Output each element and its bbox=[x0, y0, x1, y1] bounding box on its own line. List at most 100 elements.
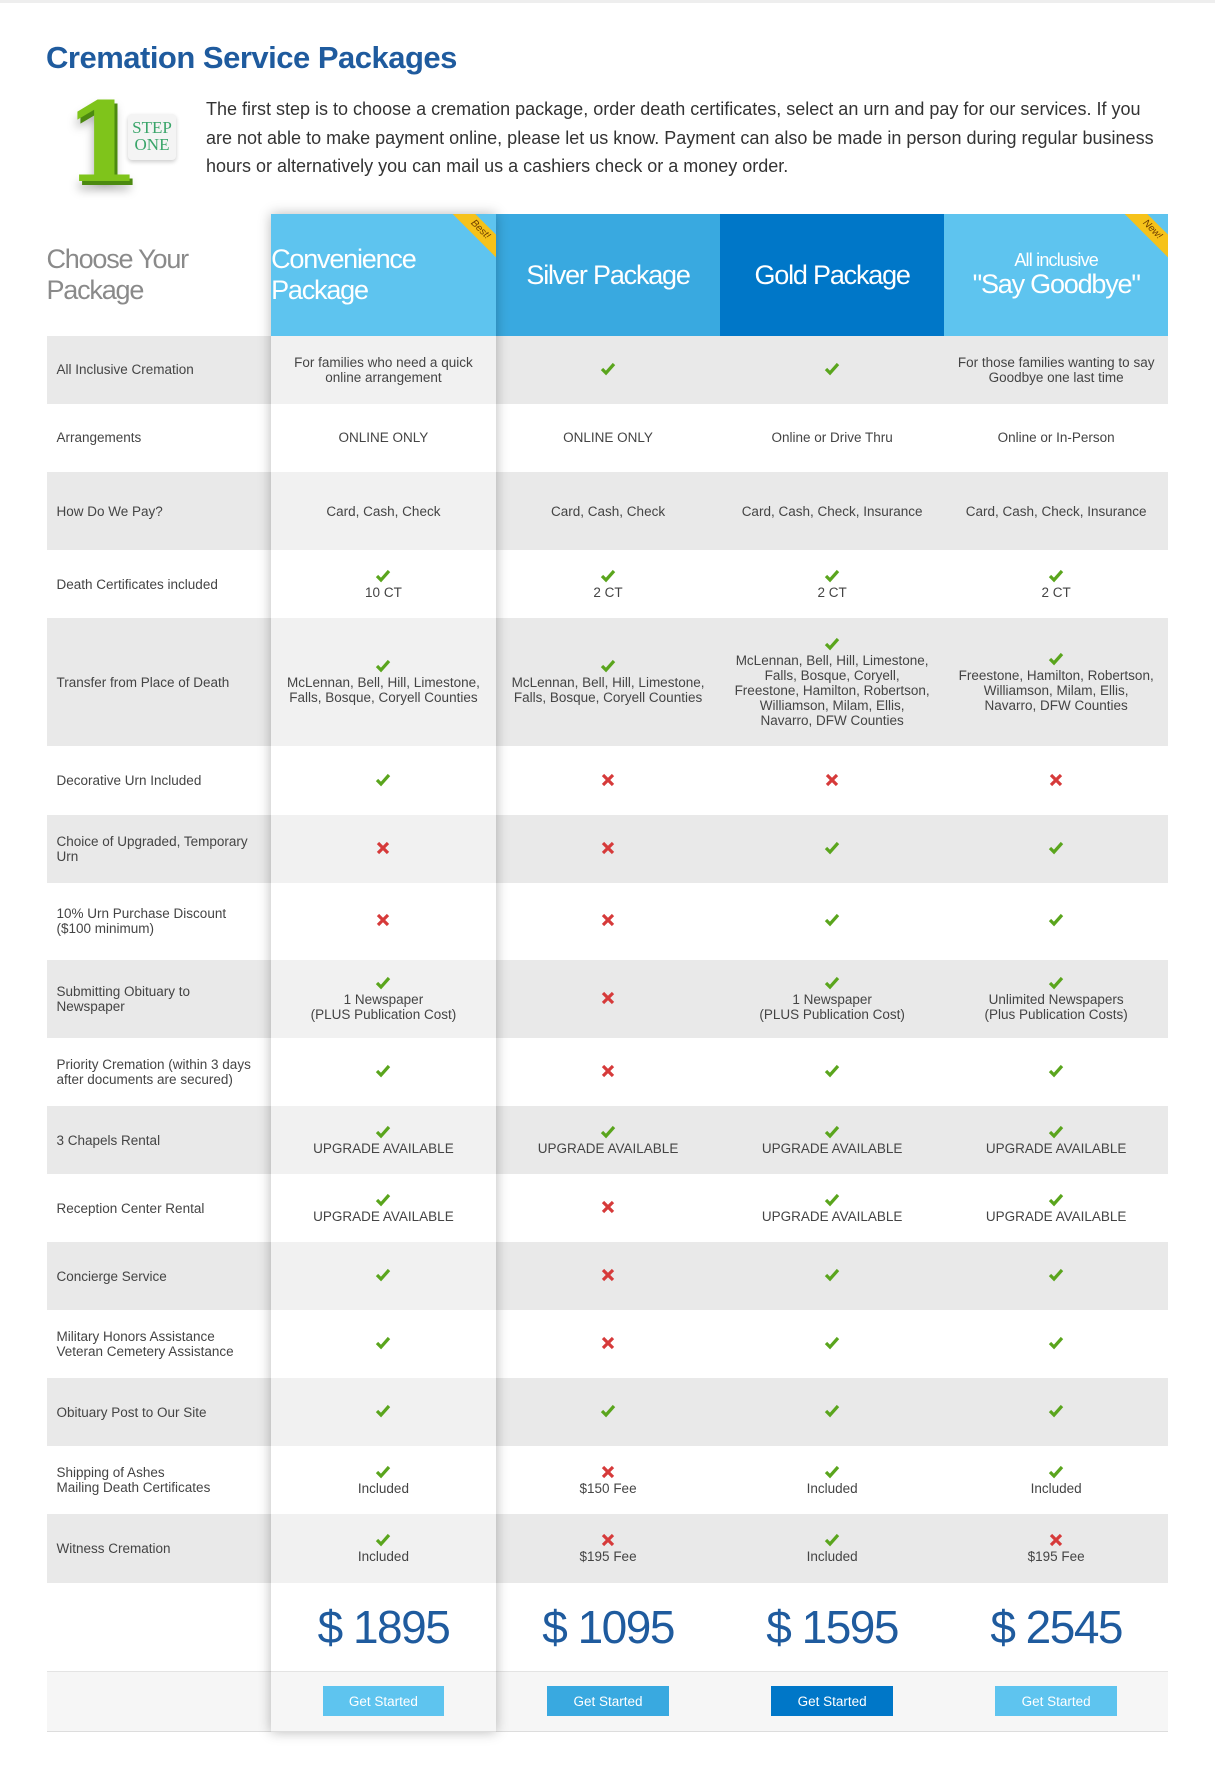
step-number: 1 bbox=[64, 78, 141, 207]
badge: New! bbox=[1118, 214, 1169, 265]
check-icon bbox=[376, 773, 391, 786]
table-cell bbox=[495, 882, 721, 960]
cell-text: ONLINE ONLY bbox=[563, 430, 653, 446]
get-started-button[interactable]: Get Started bbox=[771, 1685, 893, 1717]
cell-text: Included bbox=[357, 1549, 409, 1565]
column-header: Silver Package bbox=[495, 214, 721, 336]
table-cell: Freestone, Hamilton, Robertson, Williams… bbox=[943, 618, 1169, 747]
table-cell bbox=[943, 746, 1169, 815]
price-row-label bbox=[46, 1582, 272, 1672]
cross-icon bbox=[1050, 773, 1063, 786]
row-label: Arrangements bbox=[46, 403, 272, 472]
table-cell bbox=[271, 882, 496, 960]
row-label: Transfer from Place of Death bbox=[46, 618, 272, 747]
check-icon bbox=[1049, 1337, 1064, 1350]
table-cell bbox=[271, 746, 496, 815]
header-title: Convenience Package bbox=[271, 244, 417, 306]
table-cell bbox=[943, 1378, 1169, 1447]
table-cell: UPGRADE AVAILABLE bbox=[943, 1106, 1169, 1175]
cell-text: Card, Cash, Check, Insurance bbox=[965, 503, 1147, 519]
table-cell: UPGRADE AVAILABLE bbox=[943, 1174, 1169, 1243]
table-cell bbox=[271, 1378, 496, 1447]
table-cell bbox=[495, 1310, 721, 1379]
get-started-button[interactable]: Get Started bbox=[322, 1685, 445, 1717]
table-cell: Online or In-Person bbox=[943, 403, 1169, 472]
cross-icon bbox=[601, 773, 615, 786]
cell-text: UPGRADE AVAILABLE bbox=[985, 1208, 1127, 1224]
table-cell: 2 CT bbox=[943, 550, 1169, 619]
check-icon bbox=[824, 637, 840, 651]
check-icon bbox=[824, 1064, 840, 1078]
table-cell bbox=[720, 335, 944, 404]
table-cell: Online or Drive Thru bbox=[720, 403, 944, 472]
cell-text: UPGRADE AVAILABLE bbox=[313, 1208, 454, 1224]
table-cell: 1 Newspaper (PLUS Publication Cost) bbox=[271, 959, 496, 1038]
cell-text: Included bbox=[1030, 1480, 1082, 1496]
cross-icon bbox=[601, 1337, 615, 1350]
cell-text: $195 Fee bbox=[1027, 1549, 1085, 1565]
check-icon bbox=[1049, 1064, 1064, 1078]
cross-icon bbox=[601, 1201, 615, 1214]
cell-text: 1 Newspaper (PLUS Publication Cost) bbox=[310, 991, 457, 1022]
table-cell bbox=[720, 1242, 944, 1311]
intro-text: The first step is to choose a cremation … bbox=[206, 99, 1154, 176]
cell-text: UPGRADE AVAILABLE bbox=[537, 1140, 679, 1156]
column-header: Gold Package bbox=[720, 214, 944, 336]
table-cell: UPGRADE AVAILABLE bbox=[720, 1174, 944, 1243]
table-cell: UPGRADE AVAILABLE bbox=[271, 1106, 496, 1175]
check-icon bbox=[376, 1465, 391, 1479]
check-icon bbox=[824, 1405, 840, 1418]
cell-text: For families who need a quick online arr… bbox=[294, 354, 473, 385]
cell-text: UPGRADE AVAILABLE bbox=[761, 1208, 903, 1224]
cell-text: 2 CT bbox=[817, 584, 847, 600]
check-icon bbox=[1049, 1405, 1064, 1418]
table-cell: For those families wanting to say Goodby… bbox=[943, 335, 1169, 404]
check-icon bbox=[1049, 1465, 1064, 1479]
cross-icon bbox=[601, 841, 615, 854]
table-cell bbox=[495, 746, 721, 815]
price: $ 1895 bbox=[271, 1582, 496, 1672]
table-cell: Included bbox=[720, 1514, 944, 1583]
cell-text: UPGRADE AVAILABLE bbox=[313, 1140, 454, 1156]
table-cell: McLennan, Bell, Hill, Limestone, Falls, … bbox=[720, 618, 944, 747]
row-label: Reception Center Rental bbox=[46, 1174, 272, 1243]
table-cell bbox=[271, 1310, 496, 1379]
check-icon bbox=[376, 1405, 391, 1418]
check-icon bbox=[1049, 914, 1064, 927]
table-cell: McLennan, Bell, Hill, Limestone, Falls, … bbox=[495, 618, 721, 747]
check-icon bbox=[1049, 1193, 1064, 1207]
row-label: Military Honors Assistance Veteran Cemet… bbox=[46, 1310, 272, 1379]
check-icon bbox=[824, 841, 840, 854]
check-icon bbox=[376, 976, 391, 990]
row-label: Priority Cremation (within 3 days after … bbox=[46, 1038, 272, 1107]
table-cell: 2 CT bbox=[495, 550, 721, 619]
check-icon bbox=[824, 976, 840, 990]
step-text: STEP ONE bbox=[128, 114, 176, 160]
check-icon bbox=[1049, 1125, 1064, 1138]
row-label: Submitting Obituary to Newspaper bbox=[46, 959, 272, 1038]
table-cell: Included bbox=[271, 1446, 496, 1515]
table-cell bbox=[720, 1038, 944, 1107]
get-started-button[interactable]: Get Started bbox=[547, 1685, 669, 1717]
row-label: Concierge Service bbox=[46, 1242, 272, 1311]
check-icon bbox=[376, 1064, 391, 1078]
check-icon bbox=[1049, 976, 1064, 990]
table-cell bbox=[271, 814, 496, 883]
cell-text: 10 CT bbox=[365, 584, 402, 600]
cell-text: McLennan, Bell, Hill, Limestone, Falls, … bbox=[511, 675, 705, 706]
cross-icon bbox=[1050, 1533, 1063, 1547]
row-label: Shipping of Ashes Mailing Death Certific… bbox=[46, 1446, 272, 1515]
table-cell: Included bbox=[720, 1446, 944, 1515]
check-icon bbox=[600, 1405, 616, 1418]
table-cell bbox=[495, 814, 721, 883]
table-cell bbox=[943, 1038, 1169, 1107]
check-icon bbox=[1049, 652, 1064, 666]
cell-text: Card, Cash, Check bbox=[551, 503, 666, 519]
get-started-button[interactable]: Get Started bbox=[995, 1685, 1117, 1717]
cell-text: $150 Fee bbox=[579, 1480, 637, 1496]
table-cell bbox=[720, 1310, 944, 1379]
check-icon bbox=[600, 569, 616, 583]
cell-text: McLennan, Bell, Hill, Limestone, Falls, … bbox=[734, 652, 930, 728]
check-icon bbox=[824, 1533, 840, 1547]
